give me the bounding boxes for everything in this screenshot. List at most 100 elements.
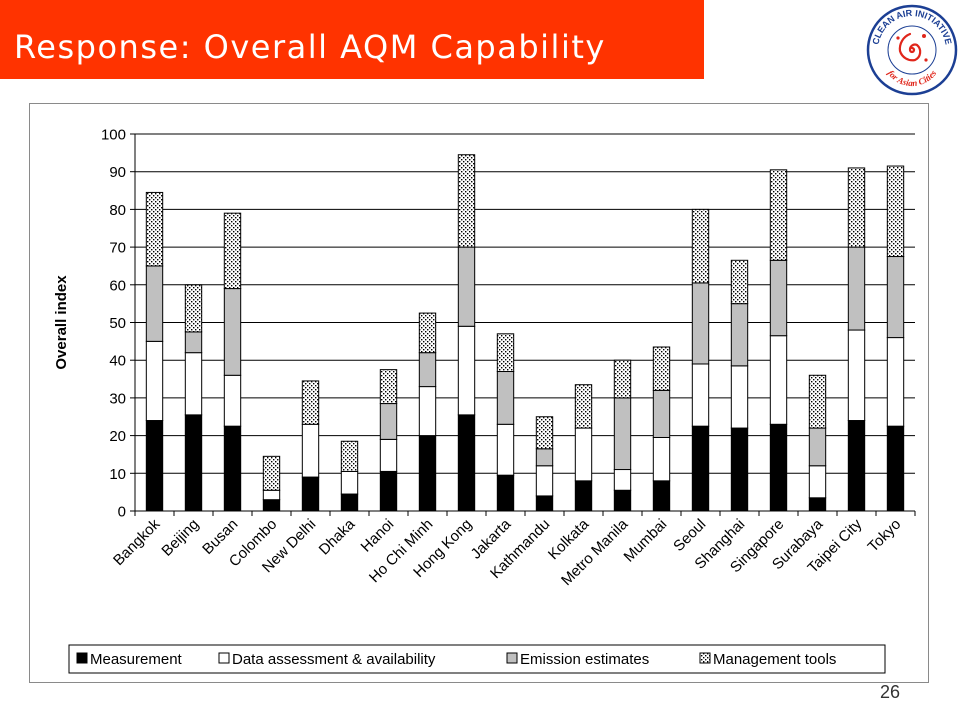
bar-segment (340, 493, 359, 512)
y-tick-label: 10 (109, 466, 126, 483)
bar-segment (574, 384, 593, 429)
bar-segment (730, 365, 749, 429)
bar-segment (652, 480, 671, 512)
x-tick-label: Beijing (158, 516, 202, 560)
logo-spiral-icon (898, 32, 922, 62)
bar-segment (418, 435, 437, 512)
bar-segment (847, 246, 866, 331)
page-number: 26 (880, 682, 901, 702)
bar-segment (457, 246, 476, 327)
y-tick-label: 90 (109, 164, 126, 181)
bar-segment (847, 329, 866, 422)
bar-segment (340, 470, 359, 495)
legend-swatch (699, 652, 711, 664)
y-tick-label: 50 (109, 315, 126, 332)
x-tick-label: Tokyo (865, 516, 905, 556)
y-tick-label: 30 (109, 390, 126, 407)
bar-segment (691, 282, 710, 365)
bar-segment (730, 303, 749, 367)
bar-segment (184, 331, 203, 354)
bar-segment (847, 420, 866, 512)
bar-segment (457, 154, 476, 248)
legend-swatch (76, 652, 88, 664)
bar-segment (496, 333, 515, 373)
bar-segment (808, 427, 827, 467)
stacked-bar-chart: 0 10 20 30 40 50 60 70 80 90 100 Overall index Bangk… (53, 127, 916, 674)
bar-segment (886, 256, 905, 339)
bar-segment (574, 427, 593, 482)
bar-segment (886, 337, 905, 427)
bar-segment (769, 169, 788, 261)
y-tick-label: 70 (109, 240, 126, 257)
bar-segment (184, 414, 203, 512)
bar-segment (496, 371, 515, 425)
bar-segment (145, 340, 164, 422)
bar-segment (691, 363, 710, 427)
bar-segment (223, 374, 242, 427)
bar-segment (418, 312, 437, 354)
bar-segment (574, 480, 593, 512)
bar-segment (223, 425, 242, 512)
chart-frame (29, 103, 929, 683)
bar-segment (340, 440, 359, 472)
legend-swatch (218, 652, 230, 664)
bar-segment (886, 165, 905, 258)
bar-segment (379, 369, 398, 405)
bar-segment (808, 374, 827, 429)
y-tick-label: 60 (109, 277, 126, 294)
bar-segment (652, 436, 671, 482)
legend-entry: Emission estimates (520, 651, 649, 668)
bar-segment (769, 423, 788, 512)
bar-segment (730, 259, 749, 305)
y-tick-label: 20 (109, 428, 126, 445)
bar-segment (379, 470, 398, 512)
x-tick-label: Mumbai (621, 516, 671, 566)
bar-segment (691, 425, 710, 512)
bar-segment (808, 497, 827, 512)
y-tick-label: 80 (109, 202, 126, 219)
legend-entry: Management tools (713, 651, 836, 668)
bar-segment (457, 325, 476, 416)
legend-entry: Data assessment & availability (232, 651, 436, 668)
legend (68, 644, 886, 674)
bar-segment (808, 465, 827, 499)
bar-segment (652, 346, 671, 391)
bar-segment (769, 335, 788, 425)
legend-entry: Measurement (90, 651, 183, 668)
bar-segment (613, 469, 632, 491)
bar-segment (496, 423, 515, 476)
bar-segment (145, 420, 164, 512)
slide-title: Response: Overall AQM Capability (14, 28, 606, 66)
bar-segment (769, 259, 788, 337)
bar-segment (652, 389, 671, 438)
x-tick-label: Dhaka (316, 515, 359, 558)
bar-segment (379, 403, 398, 440)
bar-segment (457, 414, 476, 512)
bar-segment (145, 265, 164, 342)
bar-segment (262, 489, 281, 501)
bar-segment (535, 465, 554, 497)
bar-segment (262, 455, 281, 491)
bar-segment (184, 284, 203, 333)
bar-segment (223, 212, 242, 290)
bar-segment (535, 495, 554, 512)
y-tick-label: 40 (109, 353, 126, 370)
x-tick-label: Bangkok (110, 515, 164, 569)
bar-segment (145, 191, 164, 267)
bar-segment (535, 416, 554, 450)
bar-segment (613, 397, 632, 471)
title-bar: Response: Overall AQM Capability (0, 0, 704, 79)
bar-segment (535, 448, 554, 467)
bar-segment (847, 167, 866, 248)
bar-segment (262, 499, 281, 512)
bar-segment (379, 438, 398, 472)
bar-segment (223, 288, 242, 376)
bar-segment (886, 425, 905, 512)
bar-segment (301, 380, 320, 425)
bar-segment (184, 352, 203, 416)
bar-segment (418, 386, 437, 437)
bar-segment (301, 423, 320, 478)
y-tick-label: 0 (118, 504, 126, 521)
bar-segment (691, 208, 710, 284)
bar-segment (613, 359, 632, 399)
